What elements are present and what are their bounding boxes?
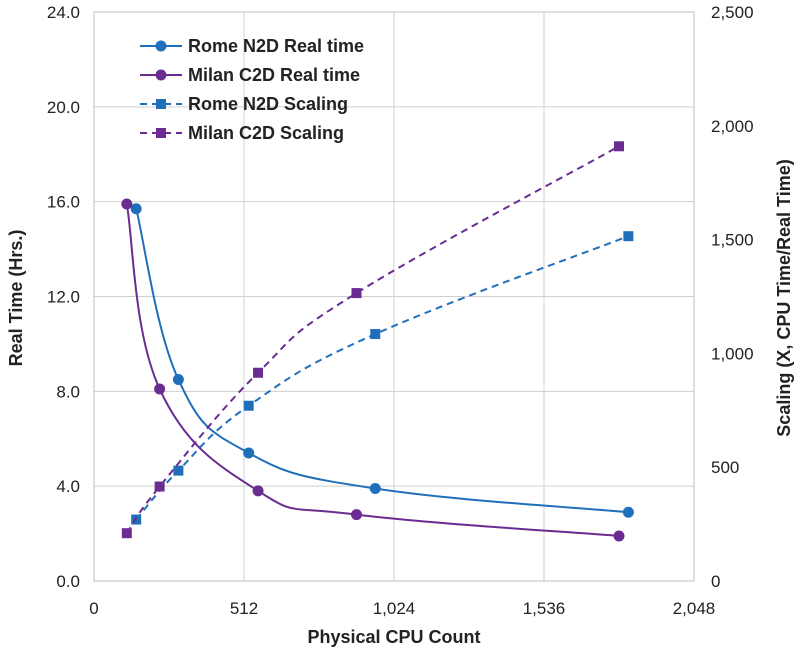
data-point-rome-n2d-real-time (369, 483, 381, 495)
y-tick-label: 24.0 (47, 3, 80, 22)
data-point-milan-c2d-real-time (121, 198, 133, 210)
y-tick-label: 0.0 (56, 572, 80, 591)
legend-marker-rome-n2d-real-time (155, 40, 167, 52)
y-axis-title: Real Time (Hrs.) (6, 230, 26, 367)
y2-tick-label: 0 (711, 572, 720, 591)
data-point-rome-n2d-scaling (370, 329, 381, 340)
y2-tick-label: 2,500 (711, 3, 754, 22)
data-point-milan-c2d-scaling (121, 528, 132, 539)
legend-label-milan-c2d-scaling: Milan C2D Scaling (188, 123, 344, 143)
legend-label-milan-c2d-real-time: Milan C2D Real time (188, 65, 360, 85)
data-point-rome-n2d-scaling (623, 231, 634, 242)
legend-label-rome-n2d-real-time: Rome N2D Real time (188, 36, 364, 56)
data-point-milan-c2d-real-time (351, 509, 362, 521)
x-axis-title: Physical CPU Count (307, 627, 480, 647)
data-point-milan-c2d-real-time (613, 530, 625, 542)
y2-tick-label: 2,000 (711, 117, 754, 136)
series-line-rome-n2d-real-time (135, 208, 629, 514)
data-point-rome-n2d-scaling (173, 465, 184, 476)
legend-marker-milan-c2d-real-time (155, 69, 167, 81)
series-line-milan-c2d-scaling (125, 145, 620, 534)
x-tick-label: 512 (230, 599, 258, 618)
legend-marker-rome-n2d-scaling (156, 99, 166, 109)
legend: Rome N2D Real time Milan C2D Real time Rom… (140, 36, 364, 143)
data-point-milan-c2d-scaling (351, 288, 362, 299)
data-point-milan-c2d-scaling (154, 481, 165, 492)
y-tick-label: 20.0 (47, 98, 80, 117)
series-layer (121, 141, 634, 542)
legend-marker-milan-c2d-scaling (156, 128, 166, 138)
y2-axis-title: Scaling (X, CPU Time/Real Time) (774, 159, 794, 436)
data-point-milan-c2d-scaling (614, 141, 624, 152)
y-tick-label: 12.0 (47, 288, 80, 307)
grid-layer (93, 11, 695, 582)
data-point-rome-n2d-real-time (130, 203, 142, 215)
y2-tick-label: 1,500 (711, 231, 754, 250)
data-point-rome-n2d-real-time (622, 506, 634, 518)
axes-layer: 0.0 4.0 8.0 12.0 16.0 20.0 24.0 0 500 1,000 1,500 2… (47, 3, 754, 618)
y2-tick-label: 500 (711, 458, 739, 477)
x-tick-label: 2,048 (673, 599, 716, 618)
series-line-rome-n2d-scaling (135, 235, 629, 521)
y2-tick-label: 1,000 (711, 344, 754, 363)
y-tick-label: 16.0 (47, 193, 80, 212)
data-point-milan-c2d-real-time (154, 383, 166, 395)
data-point-milan-c2d-scaling (253, 367, 264, 378)
data-point-rome-n2d-real-time (243, 447, 255, 459)
data-point-milan-c2d-real-time (252, 485, 264, 497)
data-point-rome-n2d-real-time (172, 373, 184, 385)
y-tick-label: 8.0 (56, 382, 80, 401)
x-tick-label: 1,536 (523, 599, 566, 618)
data-point-rome-n2d-scaling (243, 400, 254, 411)
x-tick-label: 0 (89, 599, 98, 618)
y-tick-label: 4.0 (56, 477, 80, 496)
legend-label-rome-n2d-scaling: Rome N2D Scaling (188, 94, 348, 114)
x-tick-label: 1,024 (373, 599, 416, 618)
plot-border (93, 11, 695, 582)
